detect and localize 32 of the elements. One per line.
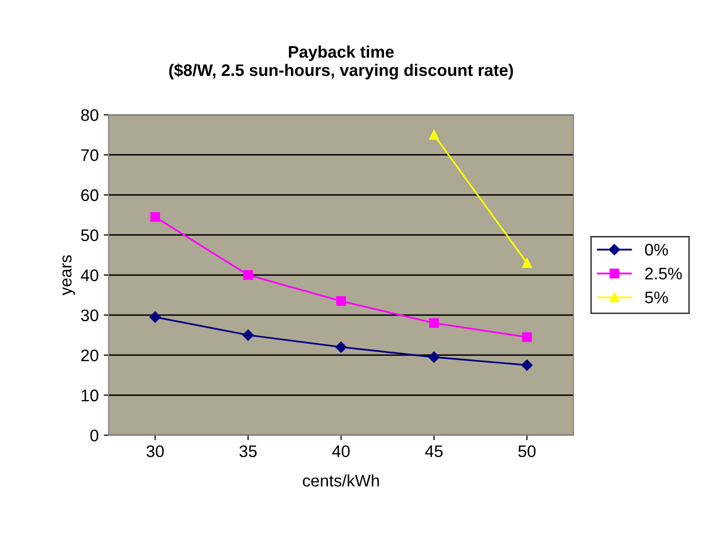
x-tick-label: 50: [518, 445, 536, 458]
point: [335, 341, 347, 353]
point: [243, 270, 253, 280]
point: [522, 332, 532, 342]
point: [242, 329, 254, 341]
point: [521, 360, 533, 371]
y-tick-label: 10: [82, 390, 98, 402]
x-tick-label: 35: [239, 445, 257, 458]
x-axis-title: cents/kWh: [302, 474, 379, 487]
x-tick-label: 30: [146, 445, 164, 458]
y-tick-label: 0: [90, 430, 98, 442]
y-tick-label: 50: [81, 229, 98, 242]
point: [429, 318, 439, 328]
legend-label: 0%: [645, 244, 668, 256]
legend-label: 2.5%: [645, 268, 682, 280]
point: [522, 258, 532, 268]
x-tick-label: 45: [425, 446, 443, 458]
point: [428, 352, 440, 363]
point: [150, 311, 161, 323]
point: [336, 296, 346, 306]
y-tick-label: 60: [81, 189, 98, 202]
y-tick-label: 40: [80, 269, 98, 282]
y-tick-label: 20: [81, 350, 98, 362]
y-tick-label: 30: [81, 309, 98, 322]
y-tick-label: 70: [81, 149, 98, 162]
legend-label: 5%: [645, 292, 668, 304]
point: [150, 212, 160, 222]
y-tick-label: 80: [81, 109, 98, 122]
point: [429, 130, 439, 140]
chart-title: Payback time ($8/W, 2.5 sun-hours, varying discount rate): [169, 46, 513, 80]
x-tick-label: 40: [332, 445, 350, 458]
y-axis-title: years: [62, 255, 75, 296]
